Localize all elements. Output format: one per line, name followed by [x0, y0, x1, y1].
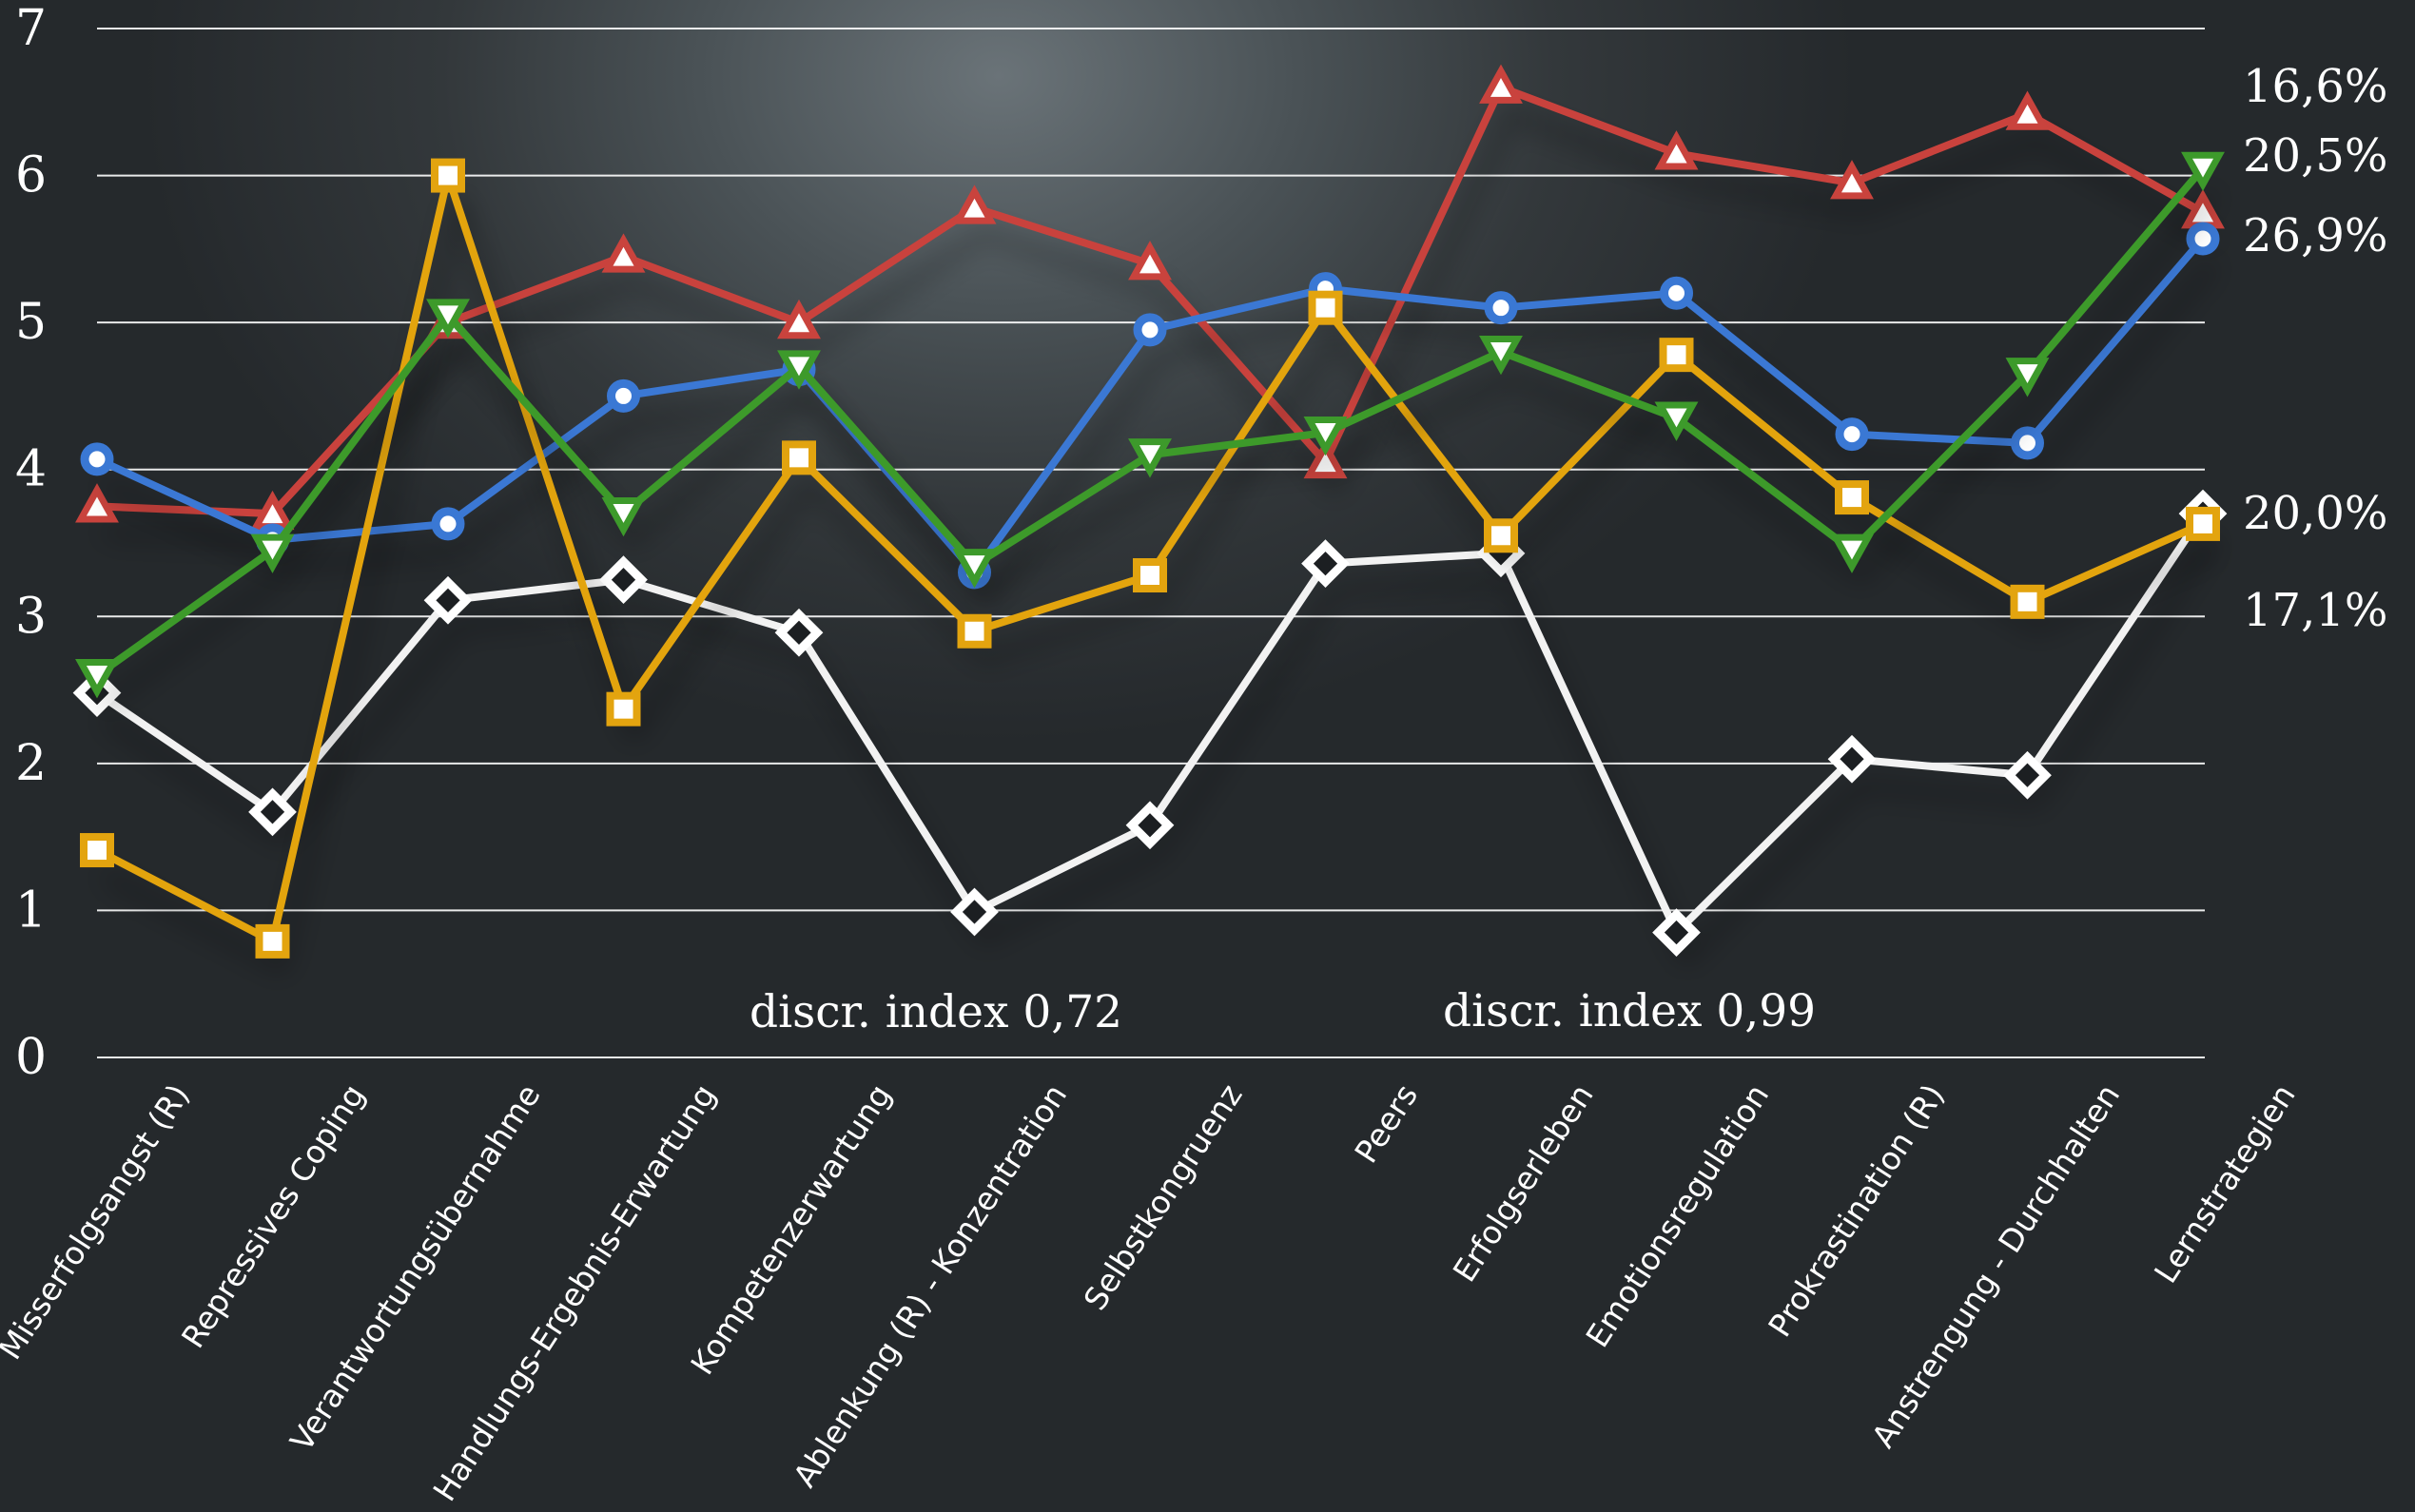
series-end-label: 20,5% [2243, 129, 2387, 183]
data-point-triangle-down [1128, 438, 1172, 478]
data-point-square [1835, 480, 1869, 515]
data-point-triangle-up [601, 233, 646, 273]
y-tick-label: 6 [15, 147, 47, 204]
data-point-circle [1133, 313, 1167, 347]
series-end-label: 20,0% [2243, 487, 2387, 540]
data-point-diamond [423, 575, 473, 625]
data-point-square [2010, 584, 2045, 619]
data-point-square [80, 833, 114, 868]
data-point-triangle-up [1654, 130, 1699, 170]
y-tick-label: 5 [15, 294, 47, 351]
data-point-diamond [1827, 734, 1877, 784]
data-point-circle [1660, 276, 1693, 310]
x-tick-label: Handlungs-Ergebnis-Erwartung [426, 1077, 724, 1507]
data-point-triangle-up [1479, 64, 1523, 104]
data-point-triangle-down [426, 299, 470, 339]
x-tick-label: Peers [1347, 1077, 1425, 1170]
series-end-label: 17,1% [2243, 584, 2387, 637]
data-point-circle [80, 442, 114, 476]
data-point-triangle-down [1654, 401, 1699, 441]
x-tick-label: Selbstkongruenz [1076, 1077, 1249, 1316]
y-tick-label: 2 [15, 735, 47, 792]
data-point-triangle-down [75, 659, 119, 699]
series-square [80, 158, 2220, 959]
series-end-labels: 16,6% 20,5% 26,9% 20,0% 17,1% [2243, 60, 2387, 637]
data-point-circle [431, 507, 465, 541]
series-end-label: 26,9% [2243, 209, 2387, 262]
x-tick-label: Misserfolgsangst (R) [0, 1077, 197, 1366]
data-point-circle [607, 378, 640, 413]
data-point-triangle-up [2005, 90, 2050, 130]
series-diamond [72, 489, 2228, 957]
data-point-square [2186, 506, 2220, 541]
y-tick-label: 7 [15, 0, 47, 57]
data-point-circle [2011, 426, 2044, 460]
y-axis-ticks: 0 1 2 3 4 5 6 7 [15, 0, 47, 1086]
data-point-triangle-down [777, 350, 821, 390]
data-point-diamond [599, 555, 648, 605]
data-point-circle [2186, 222, 2220, 256]
data-point-triangle-down [250, 533, 295, 573]
x-tick-label: Kompetenzerwartung [683, 1077, 898, 1381]
data-point-square [1133, 558, 1167, 593]
data-point-square [1308, 290, 1343, 325]
data-point-diamond [1301, 539, 1350, 589]
data-point-triangle-down [601, 496, 646, 537]
x-tick-label: Repressives Coping [174, 1077, 372, 1354]
x-tick-label: Lernstrategien [2147, 1077, 2303, 1289]
data-point-triangle-down [1479, 335, 1523, 376]
data-point-square [1659, 338, 1694, 373]
data-point-triangle-up [1128, 241, 1172, 281]
x-tick-label: Emotionsregulation [1579, 1077, 1777, 1354]
data-point-square [431, 158, 465, 193]
series-lines [72, 64, 2228, 959]
x-axis-ticks: Misserfolgsangst (R)Repressives CopingVe… [0, 1077, 2303, 1507]
data-point-diamond [248, 787, 297, 837]
data-point-square [606, 691, 641, 727]
discrimination-index-annotation: discr. index 0,72 [750, 986, 1122, 1038]
y-tick-label: 4 [15, 441, 47, 498]
series-circle [80, 222, 2220, 590]
data-point-triangle-up [952, 184, 997, 224]
data-point-circle [1484, 291, 1518, 325]
data-point-circle [1835, 417, 1869, 452]
data-point-triangle-down [1303, 416, 1348, 456]
data-point-triangle-down [952, 549, 997, 589]
x-tick-label: Erfolgserleben [1446, 1077, 1601, 1289]
x-tick-label: Prokrastination (R) [1761, 1077, 1951, 1344]
data-point-diamond [1125, 801, 1175, 850]
data-point-triangle-down [2181, 151, 2225, 192]
series-triangle-down [75, 151, 2225, 699]
data-point-diamond [2003, 750, 2052, 800]
data-point-triangle-up [75, 483, 119, 523]
data-point-triangle-up [1830, 160, 1874, 200]
y-tick-label: 1 [15, 882, 47, 939]
data-point-square [255, 923, 290, 959]
data-point-square [1484, 518, 1518, 553]
data-point-triangle-down [1830, 533, 1874, 573]
y-tick-label: 3 [15, 588, 47, 645]
y-tick-label: 0 [15, 1029, 47, 1086]
data-point-square [957, 613, 992, 649]
data-point-triangle-up [777, 299, 821, 339]
data-point-diamond [1652, 908, 1701, 957]
data-point-diamond [774, 608, 824, 657]
data-point-triangle-up [1303, 438, 1348, 479]
annotations: discr. index 0,72 discr. index 0,99 [750, 985, 1816, 1038]
data-point-square [782, 440, 816, 475]
data-point-triangle-up [2181, 189, 2225, 229]
discrimination-index-annotation: discr. index 0,99 [1443, 985, 1816, 1037]
data-point-diamond [950, 887, 999, 937]
data-point-triangle-down [2005, 358, 2050, 397]
grid-lines [97, 28, 2205, 1058]
series-end-label: 16,6% [2243, 60, 2387, 113]
